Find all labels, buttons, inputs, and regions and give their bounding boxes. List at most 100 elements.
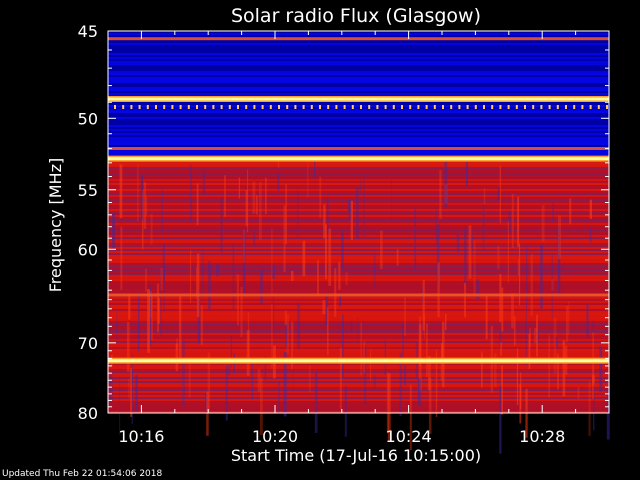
- texture-row: [108, 189, 609, 191]
- texture-row: [108, 355, 609, 357]
- texture-row: [108, 277, 609, 279]
- texture-row: [108, 207, 609, 209]
- texture-streak: [384, 339, 386, 376]
- texture-streak: [589, 199, 592, 219]
- texture-row: [108, 91, 609, 93]
- texture-streak: [284, 310, 287, 326]
- texture-row: [108, 49, 609, 51]
- texture-streak: [277, 156, 280, 168]
- x-axis-label: Start Time (17-Jul-16 10:15:00): [231, 446, 481, 465]
- texture-streak: [206, 391, 209, 436]
- spark-dot: [483, 105, 485, 109]
- texture-streak: [499, 386, 502, 454]
- texture-streak: [243, 229, 245, 263]
- texture-streak: [422, 280, 425, 331]
- spark-dot: [196, 105, 198, 109]
- spark-dot: [433, 105, 436, 109]
- x-tick-label: 10:20: [252, 427, 298, 446]
- texture-streak: [334, 268, 337, 317]
- texture-row: [108, 245, 609, 247]
- band-mid: [108, 155, 609, 414]
- texture-streak: [520, 372, 522, 409]
- spark-dot: [425, 105, 428, 109]
- texture-row: [108, 291, 609, 293]
- spark-dot: [540, 105, 543, 109]
- y-axis-label: Frequency [MHz]: [46, 158, 65, 292]
- x-tick-label: 10:16: [118, 427, 164, 446]
- texture-row: [108, 169, 609, 171]
- texture-row: [108, 199, 609, 201]
- texture-row: [108, 273, 609, 275]
- texture-row: [108, 261, 609, 263]
- texture-row: [108, 255, 609, 257]
- texture-streak: [562, 340, 566, 397]
- texture-row: [108, 211, 609, 213]
- texture-row: [108, 367, 609, 369]
- texture-streak: [277, 172, 280, 191]
- texture-row: [108, 249, 609, 251]
- texture-streak: [359, 182, 361, 195]
- spark-dot: [589, 105, 592, 109]
- texture-row: [108, 279, 609, 281]
- texture-streak: [566, 305, 569, 343]
- texture-streak: [516, 348, 519, 406]
- texture-row: [108, 349, 609, 351]
- spark-dot: [565, 105, 567, 109]
- texture-row: [108, 407, 609, 409]
- texture-streak: [417, 378, 421, 406]
- texture-row: [108, 167, 609, 169]
- texture-row: [108, 241, 609, 243]
- texture-streak: [350, 200, 353, 240]
- texture-row: [108, 165, 609, 167]
- texture-streak: [260, 377, 263, 435]
- texture-row: [108, 411, 609, 413]
- texture-streak: [178, 296, 182, 364]
- texture-row: [108, 213, 609, 215]
- texture-row: [108, 93, 609, 95]
- texture-streak: [435, 207, 438, 246]
- texture-streak: [232, 244, 235, 310]
- texture-streak: [259, 182, 262, 240]
- texture-streak: [130, 367, 133, 417]
- texture-row: [108, 135, 609, 137]
- texture-row: [108, 369, 609, 371]
- texture-streak: [557, 225, 561, 293]
- spark-dot: [187, 105, 190, 109]
- texture-row: [108, 315, 609, 317]
- texture-row: [108, 181, 609, 183]
- texture-streak: [339, 347, 342, 410]
- texture-streak: [464, 225, 467, 264]
- texture-row: [108, 187, 609, 189]
- spark-dot: [409, 105, 412, 109]
- texture-streak: [526, 246, 528, 309]
- texture-streak: [441, 343, 444, 362]
- texture-row: [108, 281, 609, 283]
- texture-row: [108, 115, 609, 117]
- texture-streak: [272, 264, 275, 280]
- texture-streak: [426, 323, 428, 377]
- texture-row: [108, 79, 609, 81]
- texture-row: [108, 219, 609, 221]
- texture-streak: [465, 158, 468, 187]
- texture-streak: [149, 284, 152, 347]
- spark-dot: [220, 105, 223, 109]
- texture-row: [108, 323, 609, 325]
- texture-streak: [285, 184, 287, 245]
- texture-row: [108, 263, 609, 265]
- texture-row: [108, 145, 609, 147]
- texture-streak: [494, 353, 497, 387]
- spark-dot: [138, 105, 141, 109]
- texture-streak: [286, 314, 289, 354]
- texture-streak: [348, 200, 351, 212]
- texture-streak: [108, 376, 110, 407]
- texture-streak: [264, 356, 267, 381]
- texture-streak: [592, 320, 594, 334]
- texture-streak: [423, 314, 425, 339]
- texture-row: [108, 301, 609, 303]
- texture-streak: [207, 352, 211, 412]
- texture-row: [108, 217, 609, 219]
- texture-row: [108, 379, 609, 381]
- texture-streak: [297, 188, 299, 239]
- texture-row: [108, 139, 609, 141]
- texture-streak: [418, 324, 422, 391]
